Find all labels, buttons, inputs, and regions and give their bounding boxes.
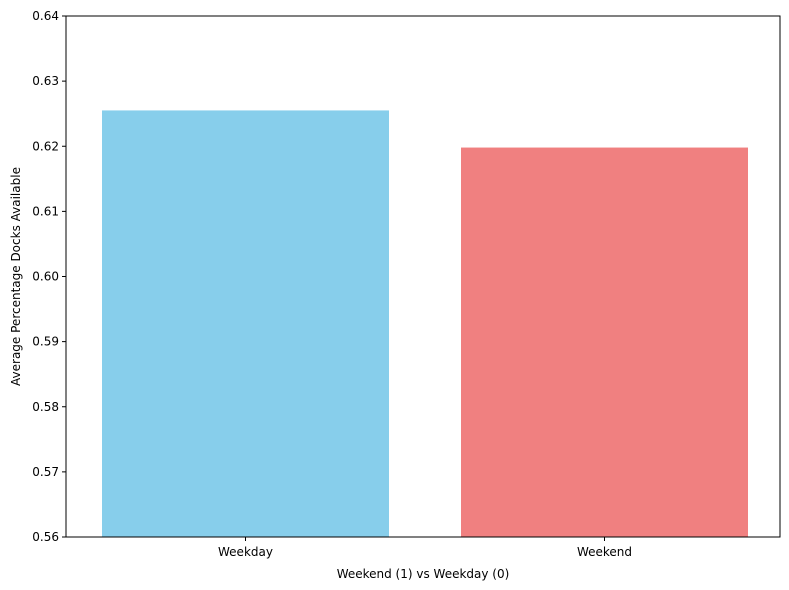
- y-tick-label: 0.64: [32, 9, 59, 23]
- bar-weekday: [102, 110, 389, 538]
- x-axis: Weekday Weekend: [218, 537, 632, 559]
- y-tick-label: 0.57: [32, 465, 59, 479]
- y-axis-label: Average Percentage Docks Available: [9, 167, 23, 386]
- bar-weekend: [461, 147, 748, 538]
- x-tick-label: Weekend: [577, 545, 632, 559]
- y-tick-label: 0.56: [32, 530, 59, 544]
- y-axis: 0.56 0.57 0.58 0.59 0.60 0.61 0.62 0.63 0.64: [32, 9, 66, 544]
- x-tick-label: Weekday: [218, 545, 273, 559]
- y-tick-label: 0.63: [32, 74, 59, 88]
- x-axis-label: Weekend (1) vs Weekday (0): [337, 567, 510, 581]
- y-tick-label: 0.60: [32, 270, 59, 284]
- y-tick-label: 0.58: [32, 400, 59, 414]
- y-tick-label: 0.62: [32, 139, 59, 153]
- bars-group: [102, 110, 748, 538]
- y-tick-label: 0.61: [32, 204, 59, 218]
- y-tick-label: 0.59: [32, 335, 59, 349]
